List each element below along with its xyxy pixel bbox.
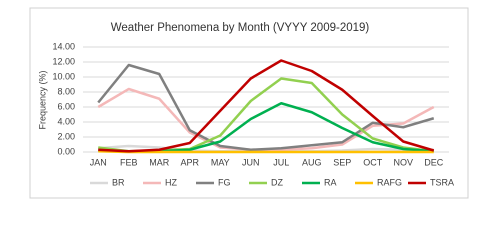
- legend-label: FG: [218, 177, 231, 187]
- legend-label: BR: [112, 177, 125, 187]
- y-tick-label: 12.00: [52, 56, 75, 66]
- legend-label: DZ: [271, 177, 283, 187]
- chart-title: Weather Phenomena by Month (VYYY 2009-20…: [111, 22, 370, 34]
- x-tick-label: JUL: [273, 157, 289, 167]
- y-tick-label: 6.00: [57, 101, 75, 111]
- y-tick-label: 4.00: [57, 116, 75, 126]
- x-tick-label: MAR: [149, 157, 170, 167]
- legend-label: TSRA: [430, 177, 454, 187]
- page: Weather Phenomena by Month (VYYY 2009-20…: [29, 7, 469, 199]
- series-line: [98, 59, 435, 153]
- series-line: [97, 63, 435, 151]
- y-axis-title: Frequency (%): [37, 70, 47, 129]
- series-line: [98, 150, 434, 154]
- x-tick-label: JUN: [242, 157, 260, 167]
- y-tick-label: 8.00: [57, 86, 75, 96]
- chart: Weather Phenomena by Month (VYYY 2009-20…: [29, 7, 469, 199]
- x-tick-label: MAY: [211, 157, 230, 167]
- y-tick-label: 14.00: [52, 41, 75, 51]
- x-tick-label: NOV: [393, 157, 413, 167]
- x-tick-label: SEP: [333, 157, 351, 167]
- y-tick-label: 2.00: [57, 131, 75, 141]
- x-tick-label: APR: [180, 157, 199, 167]
- legend-label: HZ: [165, 177, 177, 187]
- x-tick-label: DEC: [424, 157, 444, 167]
- legend-label: RAFG: [377, 177, 402, 187]
- y-tick-label: 0.00: [57, 146, 75, 156]
- x-tick-label: OCT: [363, 157, 383, 167]
- y-tick-label: 10.00: [52, 71, 75, 81]
- legend-label: RA: [324, 177, 337, 187]
- x-tick-label: FEB: [120, 157, 138, 167]
- x-tick-label: AUG: [302, 157, 322, 167]
- x-tick-label: JAN: [90, 157, 107, 167]
